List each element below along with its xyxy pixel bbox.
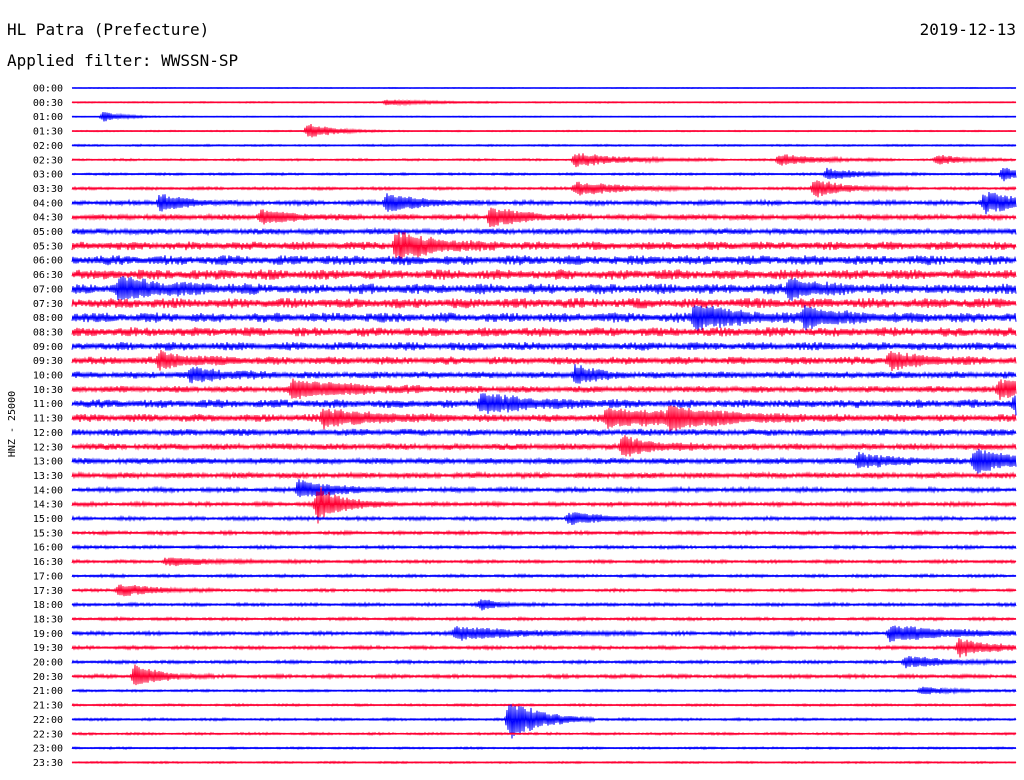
time-tick-label: 09:00: [33, 342, 63, 353]
filter-label: Applied filter: WWSSN-SP: [7, 51, 239, 70]
time-tick-label: 10:30: [33, 385, 63, 396]
time-tick-label: 20:00: [33, 658, 63, 669]
time-tick-label: 06:30: [33, 270, 63, 281]
time-tick-label: 10:00: [33, 371, 63, 382]
time-tick-label: 12:00: [33, 428, 63, 439]
time-tick-label: 00:30: [33, 98, 63, 109]
time-tick-label: 13:30: [33, 471, 63, 482]
time-tick-label: 23:30: [33, 758, 63, 769]
time-tick-label: 08:00: [33, 313, 63, 324]
time-tick-label: 11:30: [33, 414, 63, 425]
time-tick-label: 17:30: [33, 586, 63, 597]
time-tick-label: 16:00: [33, 543, 63, 554]
time-tick-label: 05:00: [33, 227, 63, 238]
time-tick-label: 00:00: [33, 84, 63, 95]
time-tick-label: 03:00: [33, 170, 63, 181]
trace-line-0600: [71, 255, 1017, 266]
time-tick-label: 07:00: [33, 284, 63, 295]
time-tick-label: 17:00: [33, 571, 63, 582]
time-tick-label: 11:00: [33, 399, 63, 410]
time-tick-label: 09:30: [33, 356, 63, 367]
time-tick-label: 03:30: [33, 184, 63, 195]
date-label: 2019-12-13: [919, 20, 1016, 39]
trace-line-2030: [71, 664, 1017, 686]
time-tick-label: 02:00: [33, 141, 63, 152]
trace-line-0430: [71, 207, 1017, 228]
time-tick-label: 04:00: [33, 198, 63, 209]
time-tick-label: 19:30: [33, 643, 63, 654]
time-tick-label: 02:30: [33, 155, 63, 166]
trace-line-0700: [71, 276, 1017, 301]
time-tick-label: 15:30: [33, 528, 63, 539]
time-tick-label: 04:30: [33, 213, 63, 224]
y-axis-label: HNZ - 25000: [7, 391, 18, 457]
trace-line-1000: [71, 364, 1017, 384]
time-tick-label: 16:30: [33, 557, 63, 568]
trace-line-0930: [71, 349, 1017, 371]
time-tick-label: 23:00: [33, 744, 63, 755]
station-title: HL Patra (Prefecture): [7, 20, 210, 39]
time-tick-label: 07:30: [33, 299, 63, 310]
time-tick-label: 20:30: [33, 672, 63, 683]
time-tick-label: 06:00: [33, 256, 63, 267]
time-tick-labels: 00:00 00:30 01:00 01:30 02:00 02:30 03:00 03:30…: [33, 84, 63, 769]
time-tick-label: 05:30: [33, 241, 63, 252]
time-tick-label: 19:00: [33, 629, 63, 640]
trace-line-0800: [71, 305, 1017, 333]
time-tick-label: 21:00: [33, 686, 63, 697]
time-tick-label: 14:00: [33, 485, 63, 496]
time-tick-label: 13:00: [33, 457, 63, 468]
time-tick-label: 18:00: [33, 600, 63, 611]
time-tick-label: 15:00: [33, 514, 63, 525]
time-tick-label: 08:30: [33, 327, 63, 338]
trace-group: [71, 86, 1017, 765]
time-tick-label: 22:00: [33, 715, 63, 726]
time-tick-label: 01:00: [33, 112, 63, 123]
time-tick-label: 21:30: [33, 701, 63, 712]
trace-line-0730: [71, 297, 1017, 309]
time-tick-label: 12:30: [33, 442, 63, 453]
time-tick-label: 01:30: [33, 127, 63, 138]
time-tick-label: 22:30: [33, 729, 63, 740]
trace-line-1400: [71, 479, 1017, 498]
time-tick-label: 18:30: [33, 614, 63, 625]
time-tick-label: 14:30: [33, 500, 63, 511]
trace-line-1230: [71, 435, 1017, 457]
